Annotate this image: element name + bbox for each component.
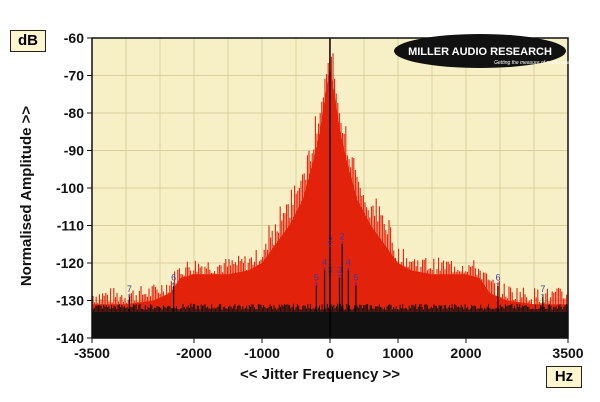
x-tick-label: -1000 <box>244 345 280 361</box>
x-tick-label: 2000 <box>450 345 481 361</box>
marker-asterisk: * <box>172 281 176 291</box>
y-tick-label: -140 <box>56 330 84 346</box>
x-tick-label: 1000 <box>382 345 413 361</box>
marker-asterisk: * <box>340 239 344 249</box>
marker-label: 5 <box>353 273 358 283</box>
x-unit-label: Hz <box>546 366 582 388</box>
marker-asterisk: * <box>128 292 132 302</box>
y-tick-label: -60 <box>64 30 84 46</box>
x-tick-label: 3500 <box>552 345 583 361</box>
logo-tagline: Getting the measure of sound quality <box>494 60 576 66</box>
x-tick-label: 0 <box>326 345 334 361</box>
marker-label: 3 <box>337 265 342 275</box>
y-tick-label: -90 <box>64 143 84 159</box>
logo-text: MILLER AUDIO RESEARCH <box>408 46 552 58</box>
y-tick-label: -70 <box>64 68 84 84</box>
marker-label: 7 <box>127 284 132 294</box>
marker-label: 6 <box>495 273 500 283</box>
marker-label: 6 <box>171 273 176 283</box>
marker-asterisk: * <box>354 281 358 291</box>
x-tick-label: -3500 <box>74 345 110 361</box>
y-tick-label: -100 <box>56 180 84 196</box>
marker-label: 4 <box>346 258 351 268</box>
marker-asterisk: * <box>328 243 332 253</box>
axis-ticks: -60 -70 -80 -90 -100 -110 -120 -130 -140-3500 -20… <box>56 30 584 361</box>
x-axis-label: << Jitter Frequency >> <box>239 366 401 383</box>
y-unit-label: dB <box>10 30 46 52</box>
sideband-markers: *7*6*5*4*3*2*2*3*4*5*6*7 <box>127 231 545 312</box>
marker-asterisk: * <box>347 266 351 276</box>
marker-label: 7 <box>540 284 545 294</box>
marker-asterisk: * <box>338 273 342 283</box>
x-tick-label: -2000 <box>176 345 212 361</box>
marker-asterisk: * <box>315 281 319 291</box>
brand-logo: MILLER AUDIO RESEARCH Getting the measur… <box>394 34 576 68</box>
y-tick-label: -130 <box>56 293 84 309</box>
marker-asterisk: * <box>323 266 327 276</box>
y-tick-label: -80 <box>64 105 84 121</box>
marker-label: 4 <box>322 258 327 268</box>
marker-label: 2 <box>340 231 345 241</box>
marker-label: 2 <box>327 235 332 245</box>
y-tick-label: -110 <box>57 218 84 234</box>
marker-asterisk: * <box>541 292 545 302</box>
jitter-spectrum <box>91 38 569 338</box>
marker-label: 5 <box>314 273 319 283</box>
marker-asterisk: * <box>496 281 500 291</box>
y-tick-label: -120 <box>56 255 84 271</box>
